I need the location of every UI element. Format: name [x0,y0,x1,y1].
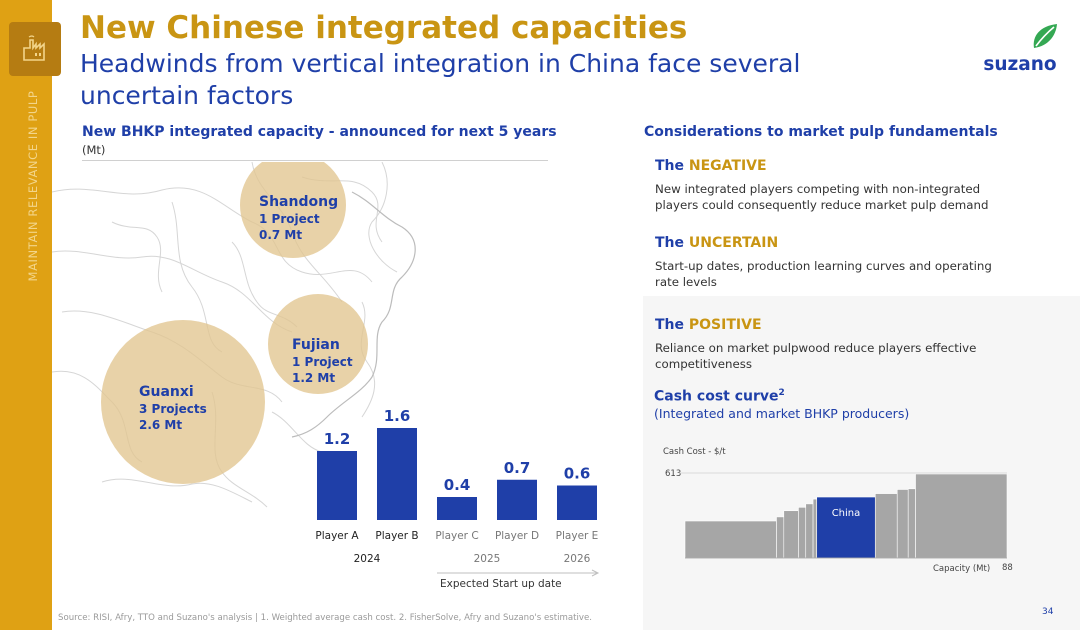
bar-category-label: Player E [556,530,599,542]
bar-category-label: Player D [495,530,539,542]
cash-cost-bar [907,488,916,559]
capacity-bar [317,451,357,520]
region-projects-guanxi: 3 Projects [139,402,207,416]
region-bubble-guanxi [101,320,265,484]
capacity-heading: New BHKP integrated capacity - announced… [82,124,557,140]
bar-category-label: Player B [375,530,418,542]
cash-cost-bar [874,493,898,559]
bar-category-label: Player A [315,530,359,542]
region-name-fujian: Fujian [292,337,340,353]
considerations-heading: Considerations to market pulp fundamenta… [644,124,998,140]
bar-value-label: 0.7 [504,459,531,477]
region-projects-shandong: 1 Project [259,212,320,226]
bar-category-label: Player C [435,530,478,542]
bar-value-label: 1.6 [384,407,411,425]
cash-cost-bar [805,503,814,559]
cash-cost-xlabel: Capacity (Mt) [933,564,990,574]
map-coastline [291,191,416,438]
year-label: 2026 [564,553,591,565]
capacity-bar [497,479,537,520]
cash-cost-bar [798,506,807,559]
heading-divider [82,160,548,161]
cash-cost-panel [643,296,1080,630]
year-label: 2024 [354,553,381,565]
cash-cost-bar [776,516,785,559]
china-map [52,162,416,508]
negative-text: New integrated players competing with no… [655,182,989,212]
uncertain-heading: The UNCERTAIN [655,235,779,251]
region-capacity-shandong: 0.7 Mt [259,228,303,242]
cash-cost-chart: Cash Cost - $/t 613 China Capacity (Mt) 88 [663,447,1013,574]
page-number: 34 [1042,607,1054,617]
x-axis-title: Expected Start up date [440,578,562,590]
region-projects-fujian: 1 Project [292,355,353,369]
region-name-shandong: Shandong [259,194,339,210]
capacity-bar-chart: 1.2 Player A 1.6 Player B 0.4 Player C 0.7 Play… [315,407,600,590]
bar-value-label: 0.4 [444,476,471,494]
cash-cost-bar [812,498,818,559]
cash-cost-bar [684,520,777,559]
source-footnote: Source: RISI, Afry, TTO and Suzano's ana… [58,613,592,623]
page-subtitle: Headwinds from vertical integration in C… [80,49,801,110]
factory-icon [23,35,45,61]
region-bubble-fujian [268,294,368,394]
cash-cost-bar [896,489,909,559]
china-label: China [832,508,861,519]
uncertain-text: Start-up dates, production learning curv… [655,259,992,289]
page-title: New Chinese integrated capacities [80,10,688,46]
year-label: 2025 [474,553,501,565]
section-icon-box [9,22,61,76]
region-name-guanxi: Guanxi [139,384,194,400]
cash-cost-title: Cash cost curve2 [654,388,785,405]
sidebar [0,0,52,630]
bar-value-label: 0.6 [564,465,591,483]
section-vertical-label: MAINTAIN RELEVANCE IN PULP [26,90,40,282]
region-capacity-guanxi: 2.6 Mt [139,418,183,432]
cash-cost-bar [783,510,799,559]
leaf-icon [1033,24,1057,48]
negative-heading: The NEGATIVE [655,158,767,174]
positive-text: Reliance on market pulpwood reduce playe… [655,341,977,371]
logo-text: suzano [983,54,1057,75]
arrow-head [591,569,600,577]
cash-cost-subtitle: (Integrated and market BHKP producers) [654,406,910,421]
positive-heading: The POSITIVE [655,317,762,333]
capacity-bar [437,497,477,520]
cash-cost-bar [915,473,1008,559]
capacity-bar [377,428,417,520]
capacity-unit: (Mt) [82,143,106,157]
cash-cost-top-value: 613 [665,469,681,479]
cash-cost-ylabel: Cash Cost - $/t [663,447,726,457]
cash-cost-x-end: 88 [1002,563,1013,573]
region-bubble-shandong [240,162,346,258]
region-capacity-fujian: 1.2 Mt [292,371,336,385]
bar-value-label: 1.2 [324,430,351,448]
cash-cost-bar-china [816,496,876,559]
suzano-logo: suzano [978,22,1062,75]
capacity-bar [557,485,597,520]
